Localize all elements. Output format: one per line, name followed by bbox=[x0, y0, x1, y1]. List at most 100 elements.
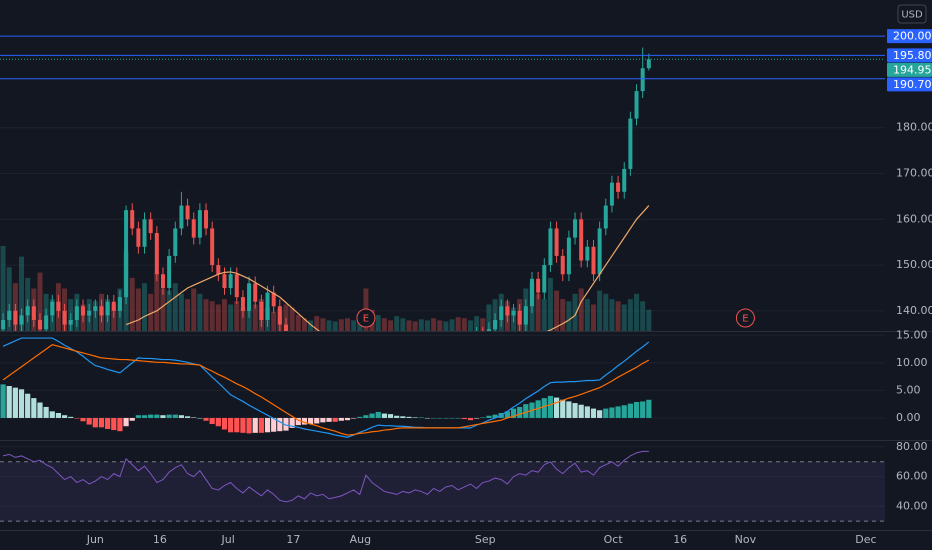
volume-bar bbox=[332, 321, 338, 331]
candle-body bbox=[585, 246, 590, 261]
volume-bar bbox=[240, 307, 246, 331]
currency-button[interactable] bbox=[897, 4, 927, 24]
candle-body bbox=[499, 306, 504, 321]
volume-bar bbox=[584, 299, 590, 331]
volume-bar bbox=[295, 315, 301, 331]
volume-bar bbox=[406, 320, 412, 331]
volume-bar bbox=[535, 293, 541, 331]
price-label: 190.70 bbox=[893, 78, 932, 91]
candle-body bbox=[579, 219, 584, 261]
histogram-bar bbox=[344, 417, 351, 421]
histogram-bar bbox=[590, 408, 597, 418]
x-tick-label: 16 bbox=[153, 533, 167, 546]
candle-body bbox=[62, 310, 67, 325]
price-label: 194.95 bbox=[893, 63, 932, 76]
price-label-box bbox=[887, 48, 932, 63]
histogram-bar bbox=[510, 408, 517, 418]
histogram-bar bbox=[123, 417, 129, 427]
candle-body bbox=[622, 168, 627, 192]
volume-bar bbox=[388, 320, 394, 331]
histogram-bar bbox=[338, 417, 344, 421]
candle-body bbox=[44, 315, 49, 330]
x-tick-label: Jun bbox=[86, 533, 104, 546]
volume-bar bbox=[547, 277, 553, 331]
currency-label: USD bbox=[901, 10, 923, 21]
candle-body bbox=[542, 265, 547, 293]
histogram-bar bbox=[74, 417, 80, 419]
histogram-bar bbox=[541, 398, 547, 418]
volume-bar bbox=[0, 246, 6, 331]
histogram-bar bbox=[172, 414, 178, 418]
candle-body bbox=[173, 228, 178, 256]
y-tick-label: 40.00 bbox=[896, 499, 928, 512]
histogram-bar bbox=[578, 404, 584, 418]
histogram-bar bbox=[430, 417, 437, 419]
rsi-line bbox=[2, 450, 649, 503]
histogram-bar bbox=[486, 415, 492, 418]
volume-bar bbox=[271, 311, 277, 331]
candle-body bbox=[74, 306, 79, 321]
candle-body bbox=[234, 274, 239, 298]
candle-body bbox=[560, 255, 565, 275]
candle-body bbox=[185, 205, 190, 220]
volume-bar bbox=[431, 318, 437, 331]
candle-body bbox=[228, 274, 233, 288]
candle-body bbox=[117, 297, 122, 311]
histogram-bar bbox=[240, 417, 246, 433]
volume-bar bbox=[424, 320, 430, 331]
y-tick-label: 80.00 bbox=[896, 440, 928, 453]
candle-body bbox=[536, 278, 541, 293]
macd-line bbox=[2, 337, 650, 438]
volume-bar bbox=[154, 272, 160, 331]
volume-bar bbox=[191, 288, 197, 331]
histogram-bar bbox=[480, 417, 486, 418]
candle-body bbox=[253, 283, 258, 302]
histogram-bar bbox=[264, 417, 271, 433]
candle-body bbox=[548, 228, 553, 266]
volume-bar bbox=[621, 304, 627, 331]
histogram-bar bbox=[517, 406, 523, 418]
histogram-bar bbox=[301, 417, 308, 425]
histogram-bar bbox=[547, 395, 554, 418]
volume-bar bbox=[283, 304, 289, 331]
volume-bar bbox=[351, 320, 357, 331]
candle-body bbox=[167, 255, 172, 288]
volume-bar bbox=[400, 318, 406, 331]
candle-body bbox=[31, 306, 36, 321]
histogram-bar bbox=[351, 417, 357, 419]
histogram-bar bbox=[271, 417, 277, 432]
candle-body bbox=[511, 310, 516, 316]
histogram-bar bbox=[25, 393, 31, 418]
histogram-bar bbox=[246, 417, 252, 434]
volume-bar bbox=[301, 318, 307, 331]
histogram-bar bbox=[295, 417, 301, 426]
histogram-bar bbox=[80, 417, 86, 422]
volume-bar bbox=[615, 301, 621, 331]
candle-body bbox=[37, 320, 42, 330]
histogram-bar bbox=[203, 417, 209, 421]
histogram-bar bbox=[437, 417, 443, 419]
histogram-bar bbox=[455, 417, 461, 419]
candle-body bbox=[216, 265, 221, 275]
candle-body bbox=[56, 301, 61, 311]
volume-bar bbox=[234, 301, 240, 331]
volume-bar bbox=[437, 320, 443, 331]
candle-body bbox=[646, 59, 651, 69]
volume-bar bbox=[590, 304, 596, 331]
histogram-bar bbox=[215, 417, 221, 427]
histogram-bar bbox=[252, 417, 258, 433]
histogram-bar bbox=[467, 417, 474, 421]
x-tick-label: Jul bbox=[221, 533, 235, 546]
earnings-label: E bbox=[363, 314, 369, 325]
histogram-bar bbox=[394, 415, 400, 418]
histogram-bar bbox=[646, 399, 652, 418]
histogram-bar bbox=[0, 384, 6, 418]
x-tick-label: 16 bbox=[673, 533, 687, 546]
price-label-box bbox=[887, 62, 932, 77]
histogram-bar bbox=[135, 415, 141, 418]
histogram-bar bbox=[289, 417, 295, 428]
histogram-bar bbox=[326, 417, 332, 422]
volume-bar bbox=[19, 256, 25, 331]
